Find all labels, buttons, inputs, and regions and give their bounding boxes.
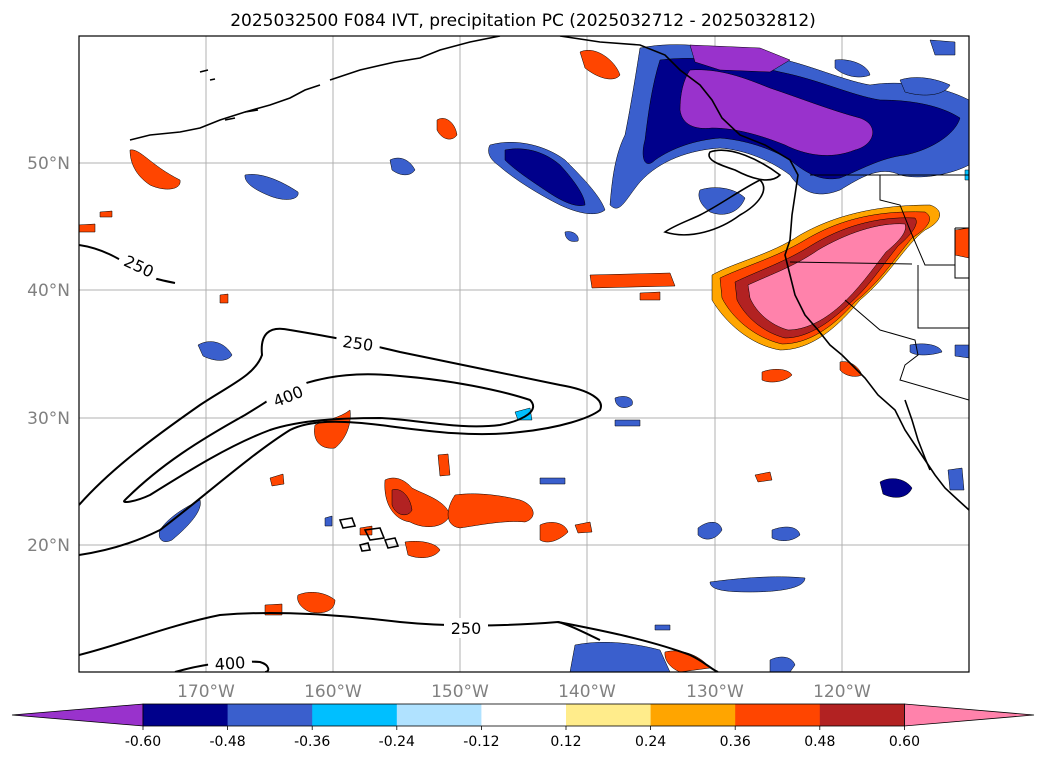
colorbar-segment	[650, 704, 736, 726]
colorbar-outline	[142, 703, 905, 727]
colorbar-extend-low	[11, 703, 144, 727]
colorbar-segment	[227, 704, 313, 726]
colorbar-segment	[396, 704, 482, 726]
colorbar-extend-high	[904, 703, 1035, 727]
colorbar-tick-label: 0.60	[889, 734, 920, 750]
lon-tick-label: 120°W	[813, 682, 871, 702]
contour-label: 400	[214, 653, 246, 674]
precip-positive-shading	[79, 50, 969, 672]
political-borders	[789, 174, 969, 401]
colorbar-tick-label: -0.48	[209, 734, 245, 750]
figure-title: 2025032500 F084 IVT, precipitation PC (2…	[230, 11, 816, 31]
lon-tick-label: 130°W	[686, 682, 744, 702]
colorbar-segment	[143, 704, 229, 726]
map-area: 250 250 400 250 400	[79, 36, 969, 674]
lat-tick-label: 20°N	[27, 536, 70, 556]
colorbar-segment	[735, 704, 821, 726]
ivt-250-south	[79, 611, 719, 672]
colorbar-tick-label: -0.24	[379, 734, 415, 750]
colorbar-tick-label: -0.12	[463, 734, 499, 750]
longitude-labels: 170°W 160°W 150°W 140°W 130°W 120°W	[177, 682, 871, 702]
coastlines	[129, 36, 969, 552]
lat-tick-label: 40°N	[27, 281, 70, 301]
colorbar-tick-label: 0.24	[635, 734, 666, 750]
map-frame	[78, 35, 970, 673]
colorbar-tick-label: -0.60	[125, 734, 161, 750]
lat-tick-label: 30°N	[27, 409, 70, 429]
lon-tick-label: 140°W	[558, 682, 616, 702]
colorbar-tick-label: -0.36	[294, 734, 330, 750]
colorbar-tick-label: 0.36	[720, 734, 751, 750]
contour-label: 250	[451, 619, 482, 638]
colorbar-tick-label: 0.48	[804, 734, 835, 750]
lat-tick-label: 50°N	[27, 154, 70, 174]
colorbar-segment	[566, 704, 652, 726]
colorbar-segment	[819, 704, 905, 726]
ivt-400-south	[174, 660, 270, 672]
colorbar-tick-label: 0.12	[550, 734, 581, 750]
latitude-labels: 50°N 40°N 30°N 20°N	[27, 154, 70, 556]
ivt-250-central	[79, 327, 602, 556]
colorbar-segment	[481, 704, 567, 726]
colorbar-segment	[312, 704, 398, 726]
contour-label: 250	[341, 332, 374, 355]
lon-tick-label: 170°W	[177, 682, 235, 702]
lon-tick-label: 150°W	[431, 682, 489, 702]
lon-tick-label: 160°W	[304, 682, 362, 702]
colorbar: -0.60 -0.48 -0.36 -0.24 -0.12 0.12 0.24 0.36 0.4…	[11, 703, 1035, 750]
